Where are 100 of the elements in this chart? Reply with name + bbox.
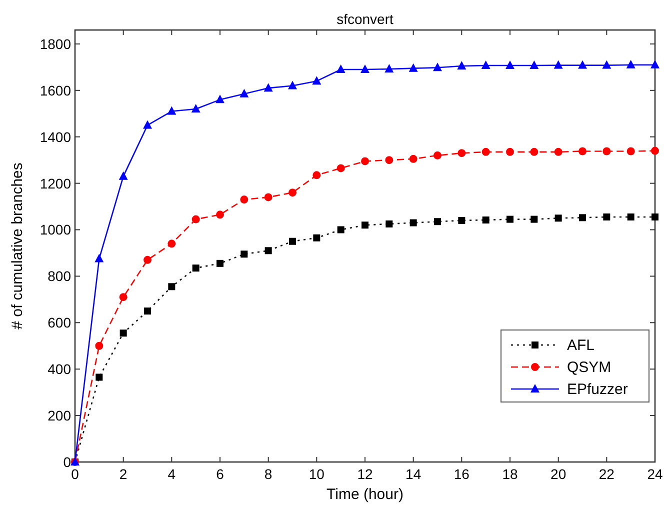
point bbox=[288, 188, 296, 197]
point bbox=[360, 64, 370, 73]
point bbox=[119, 293, 128, 302]
y-tick-label: 1200 bbox=[40, 175, 72, 192]
point bbox=[94, 254, 104, 262]
chart-title: sfconvert bbox=[336, 11, 394, 27]
legend-label: AFL bbox=[567, 337, 595, 354]
x-tick-label: 6 bbox=[216, 466, 224, 482]
point bbox=[167, 106, 176, 115]
point bbox=[192, 264, 200, 272]
y-tick-label: 1400 bbox=[40, 128, 72, 145]
point bbox=[289, 238, 296, 245]
point bbox=[602, 147, 611, 156]
y-tick-label: 400 bbox=[48, 361, 72, 378]
point bbox=[312, 76, 322, 85]
y-tick-label: 200 bbox=[48, 408, 72, 424]
point bbox=[506, 216, 514, 223]
point bbox=[408, 63, 418, 72]
point bbox=[264, 193, 272, 202]
x-tick-label: 16 bbox=[454, 466, 470, 482]
point bbox=[530, 216, 538, 223]
point bbox=[603, 213, 610, 220]
x-axis-title: Time (hour) bbox=[326, 486, 404, 503]
point bbox=[336, 64, 346, 73]
point bbox=[144, 308, 151, 315]
point bbox=[530, 60, 539, 70]
point bbox=[313, 234, 320, 242]
point bbox=[626, 147, 635, 156]
point bbox=[118, 171, 128, 180]
legend-label: EPfuzzer bbox=[567, 381, 628, 398]
point bbox=[554, 148, 562, 156]
y-axis-title: # of cumulative branches bbox=[9, 162, 26, 330]
point bbox=[434, 218, 441, 226]
x-tick-label: 8 bbox=[264, 466, 272, 482]
point bbox=[602, 60, 612, 69]
point bbox=[506, 60, 514, 70]
x-tick-label: 14 bbox=[406, 466, 422, 482]
x-tick-label: 10 bbox=[308, 466, 325, 482]
point bbox=[240, 196, 248, 204]
point bbox=[95, 342, 104, 350]
point bbox=[336, 164, 345, 172]
point bbox=[168, 240, 176, 248]
point bbox=[191, 104, 200, 112]
point bbox=[337, 226, 344, 234]
x-tick-label: 12 bbox=[357, 466, 373, 482]
point bbox=[361, 157, 369, 166]
point bbox=[410, 219, 417, 226]
point bbox=[481, 60, 490, 70]
y-tick-label: 0 bbox=[63, 454, 72, 470]
x-tick-label: 20 bbox=[550, 466, 566, 482]
point bbox=[386, 220, 393, 228]
point bbox=[240, 250, 248, 258]
point bbox=[144, 256, 152, 264]
x-tick-label: 4 bbox=[168, 466, 176, 482]
point bbox=[579, 214, 586, 222]
point bbox=[192, 215, 200, 224]
point bbox=[385, 156, 394, 164]
y-tick-label: 1600 bbox=[40, 82, 72, 98]
point bbox=[409, 154, 418, 163]
point bbox=[650, 60, 660, 68]
point bbox=[578, 60, 587, 69]
point bbox=[143, 120, 152, 129]
y-tick-label: 800 bbox=[48, 268, 72, 284]
point bbox=[458, 149, 466, 158]
point bbox=[627, 213, 634, 220]
x-tick-label: 24 bbox=[647, 466, 663, 482]
y-tick-label: 600 bbox=[48, 314, 72, 331]
point bbox=[652, 213, 658, 220]
point bbox=[216, 94, 224, 104]
point bbox=[288, 80, 297, 90]
point bbox=[482, 148, 490, 156]
point bbox=[384, 64, 394, 73]
point bbox=[482, 216, 490, 224]
y-tick-label: 1800 bbox=[40, 36, 72, 52]
point bbox=[216, 260, 224, 267]
point bbox=[530, 148, 538, 156]
point bbox=[554, 214, 562, 222]
point bbox=[506, 148, 514, 156]
x-tick-label: 22 bbox=[598, 466, 615, 482]
point bbox=[240, 88, 249, 98]
point bbox=[457, 61, 466, 70]
point bbox=[626, 60, 636, 68]
legend-label: QSYM bbox=[567, 359, 612, 376]
point bbox=[554, 60, 563, 69]
point bbox=[264, 83, 273, 92]
point bbox=[458, 216, 466, 224]
point bbox=[264, 247, 272, 254]
point bbox=[578, 147, 586, 156]
point bbox=[362, 222, 368, 229]
point bbox=[312, 171, 321, 180]
point bbox=[96, 374, 103, 381]
x-tick-label: 2 bbox=[119, 466, 128, 482]
point bbox=[168, 283, 176, 290]
y-tick-label: 1000 bbox=[40, 222, 72, 238]
x-tick-label: 18 bbox=[502, 466, 518, 482]
point bbox=[433, 62, 442, 72]
point bbox=[120, 330, 127, 337]
point bbox=[434, 151, 442, 160]
point bbox=[651, 146, 659, 155]
point bbox=[216, 210, 224, 219]
